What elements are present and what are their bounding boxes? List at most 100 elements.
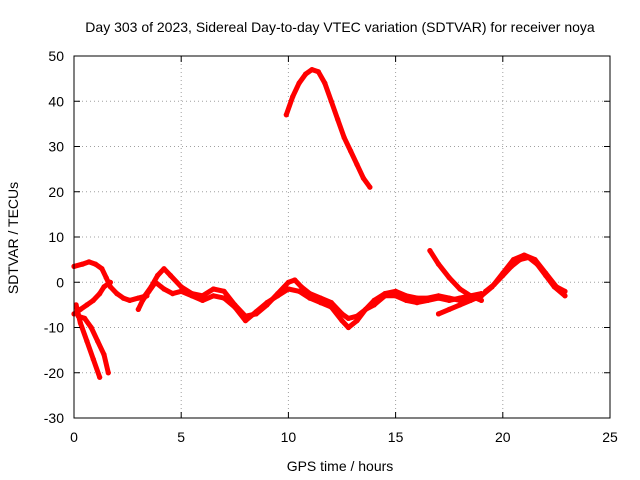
series-point bbox=[95, 338, 101, 344]
series-point bbox=[283, 112, 289, 118]
series-point bbox=[127, 297, 133, 303]
series-point bbox=[414, 295, 420, 301]
series-point bbox=[105, 370, 111, 376]
series-point bbox=[285, 286, 291, 292]
y-tick-label: -20 bbox=[44, 365, 64, 381]
series-point bbox=[264, 300, 270, 306]
y-tick-label: 10 bbox=[48, 229, 64, 245]
series-layer bbox=[71, 67, 568, 380]
series-point bbox=[318, 300, 324, 306]
x-tick-label: 15 bbox=[388, 429, 404, 445]
series-point bbox=[84, 338, 90, 344]
series-point bbox=[292, 277, 298, 283]
series-point bbox=[393, 293, 399, 299]
x-tick-label: 5 bbox=[177, 429, 185, 445]
series-point bbox=[382, 293, 388, 299]
series-point bbox=[161, 286, 167, 292]
series-point bbox=[75, 313, 81, 319]
series-point bbox=[275, 293, 281, 299]
series-point bbox=[140, 297, 146, 303]
series-point bbox=[97, 374, 103, 380]
series-point bbox=[425, 297, 431, 303]
series-point bbox=[114, 291, 120, 297]
x-tick-label: 20 bbox=[495, 429, 511, 445]
series-point bbox=[483, 288, 489, 294]
series-point bbox=[88, 324, 94, 331]
series-point bbox=[341, 134, 347, 140]
series-point bbox=[534, 261, 540, 267]
series-point bbox=[135, 306, 141, 312]
series-point bbox=[367, 184, 373, 190]
series-point bbox=[468, 293, 474, 299]
y-tick-label: 50 bbox=[48, 48, 64, 64]
series-point bbox=[296, 288, 302, 294]
series-point bbox=[500, 272, 506, 279]
series-point bbox=[170, 291, 176, 297]
series-point bbox=[393, 288, 399, 294]
series-point bbox=[296, 80, 302, 86]
series-point bbox=[146, 288, 152, 294]
series-point bbox=[178, 284, 184, 290]
series-point bbox=[354, 318, 360, 324]
series-point bbox=[315, 69, 321, 75]
series-point bbox=[345, 324, 351, 331]
series-point bbox=[446, 275, 452, 281]
series-point bbox=[200, 293, 206, 299]
series-point bbox=[328, 304, 334, 310]
series-point bbox=[232, 304, 238, 310]
series-point bbox=[309, 67, 315, 73]
series-point bbox=[189, 293, 195, 299]
series-point bbox=[303, 71, 309, 77]
ticks-layer: 0 5 10 15 20 25 -30 -20 -10 0 10 20 30 40 50 bbox=[44, 48, 618, 445]
series-point bbox=[107, 279, 113, 285]
series-point bbox=[543, 272, 549, 279]
series-point bbox=[345, 315, 351, 321]
series-point bbox=[73, 302, 79, 308]
y-tick-label: -30 bbox=[44, 410, 64, 426]
series-point bbox=[348, 148, 354, 154]
y-axis-label: SDTVAR / TECUs bbox=[5, 182, 21, 294]
x-tick-label: 0 bbox=[70, 429, 78, 445]
series-point bbox=[446, 306, 452, 312]
series-point bbox=[90, 356, 96, 362]
series-point bbox=[457, 286, 463, 292]
series-point bbox=[90, 297, 96, 303]
series-point bbox=[77, 320, 83, 326]
grid-layer bbox=[74, 56, 610, 418]
series-point bbox=[508, 263, 514, 269]
chart-title: Day 303 of 2023, Sidereal Day-to-day VTE… bbox=[85, 19, 595, 35]
series-point bbox=[178, 288, 184, 294]
series-point bbox=[468, 297, 474, 303]
series-point bbox=[457, 302, 463, 308]
series-point bbox=[414, 300, 420, 306]
series-point bbox=[335, 116, 341, 122]
series-point bbox=[86, 259, 92, 265]
series-point bbox=[457, 295, 463, 301]
y-tick-label: -10 bbox=[44, 320, 64, 336]
series-point bbox=[84, 302, 90, 308]
series-point bbox=[82, 315, 88, 321]
series-point bbox=[360, 175, 366, 181]
series-point bbox=[562, 293, 568, 299]
x-axis-label: GPS time / hours bbox=[287, 458, 394, 474]
series-point bbox=[427, 248, 433, 254]
series-point bbox=[322, 80, 328, 86]
series-point bbox=[403, 293, 409, 299]
series-line-arc-6 bbox=[140, 279, 484, 330]
series-point bbox=[328, 98, 334, 104]
series-point bbox=[92, 261, 98, 267]
series-point bbox=[101, 352, 107, 358]
y-tick-label: 20 bbox=[48, 184, 64, 200]
series-point bbox=[363, 306, 369, 312]
y-tick-label: 30 bbox=[48, 139, 64, 155]
series-point bbox=[290, 94, 296, 100]
series-point bbox=[435, 311, 442, 317]
series-point bbox=[298, 284, 304, 290]
series-point bbox=[435, 261, 442, 267]
series-point bbox=[210, 293, 216, 299]
series-point bbox=[253, 309, 259, 315]
series-point bbox=[101, 284, 107, 290]
series-point bbox=[152, 279, 159, 285]
series-point bbox=[491, 281, 497, 288]
